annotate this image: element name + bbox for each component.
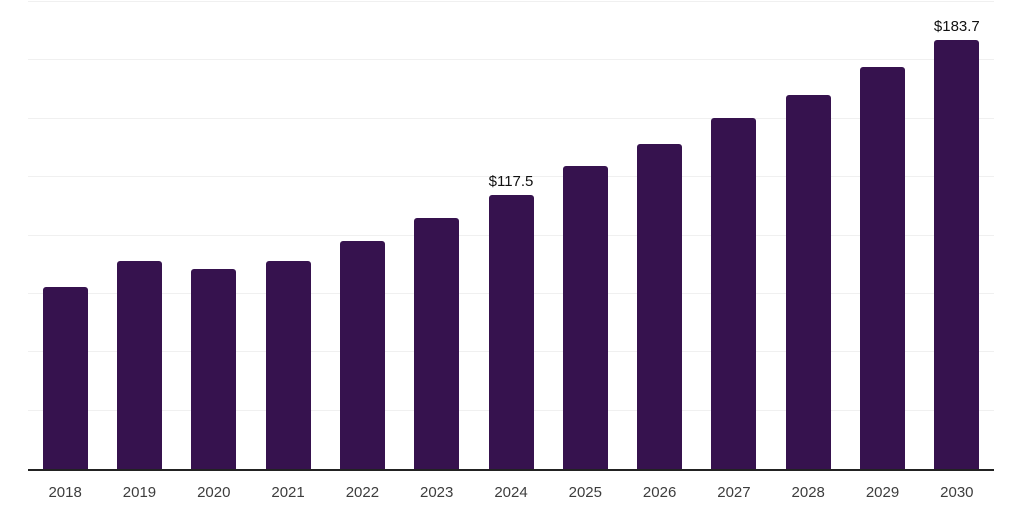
x-axis-tick-label-2025: 2025	[568, 484, 602, 501]
bar-2022	[339, 240, 385, 469]
bar-2023	[414, 217, 460, 469]
x-axis-line	[28, 469, 994, 471]
bar-2029	[860, 67, 906, 469]
gridline	[28, 176, 994, 178]
gridline	[28, 1, 994, 2]
x-axis-tick-label-2021: 2021	[271, 484, 305, 501]
x-axis-tick-label-2029: 2029	[865, 484, 900, 501]
bar-2026	[637, 143, 683, 469]
x-axis-tick-label-2020: 2020	[197, 484, 231, 501]
x-axis-labels: 2018 2019 2020 2021 2022 2023 2024 2025 2026 2027…	[28, 485, 994, 505]
bar-2018	[42, 287, 88, 469]
x-axis-tick-label-2018: 2018	[48, 484, 82, 501]
bar-value-label-2030: $183.7	[933, 18, 980, 36]
x-axis-tick-label-2026: 2026	[642, 484, 677, 501]
bar-2028	[785, 95, 831, 469]
x-axis-tick-label-2022: 2022	[345, 484, 380, 501]
bar-value-label-2024: $117.5	[488, 172, 534, 190]
gridline	[28, 117, 994, 119]
bar-2021	[265, 260, 311, 469]
x-axis-tick-label-2024: 2024	[494, 484, 528, 501]
x-axis-tick-label-2023: 2023	[420, 484, 454, 501]
bar-2019	[116, 261, 162, 469]
x-axis-tick-label-2030: 2030	[940, 484, 974, 501]
gridline	[28, 59, 994, 61]
bar-2020	[191, 268, 237, 469]
x-axis-tick-label-2019: 2019	[122, 484, 157, 501]
bar-2025	[562, 166, 608, 469]
bar-2024	[488, 194, 534, 469]
bar-2027	[711, 118, 757, 469]
x-axis-tick-label-2028: 2028	[791, 484, 825, 501]
x-axis-tick-label-2027: 2027	[717, 484, 751, 501]
plot-area: $117.5 $183.7	[28, 1, 994, 471]
bar-2030	[934, 40, 980, 469]
